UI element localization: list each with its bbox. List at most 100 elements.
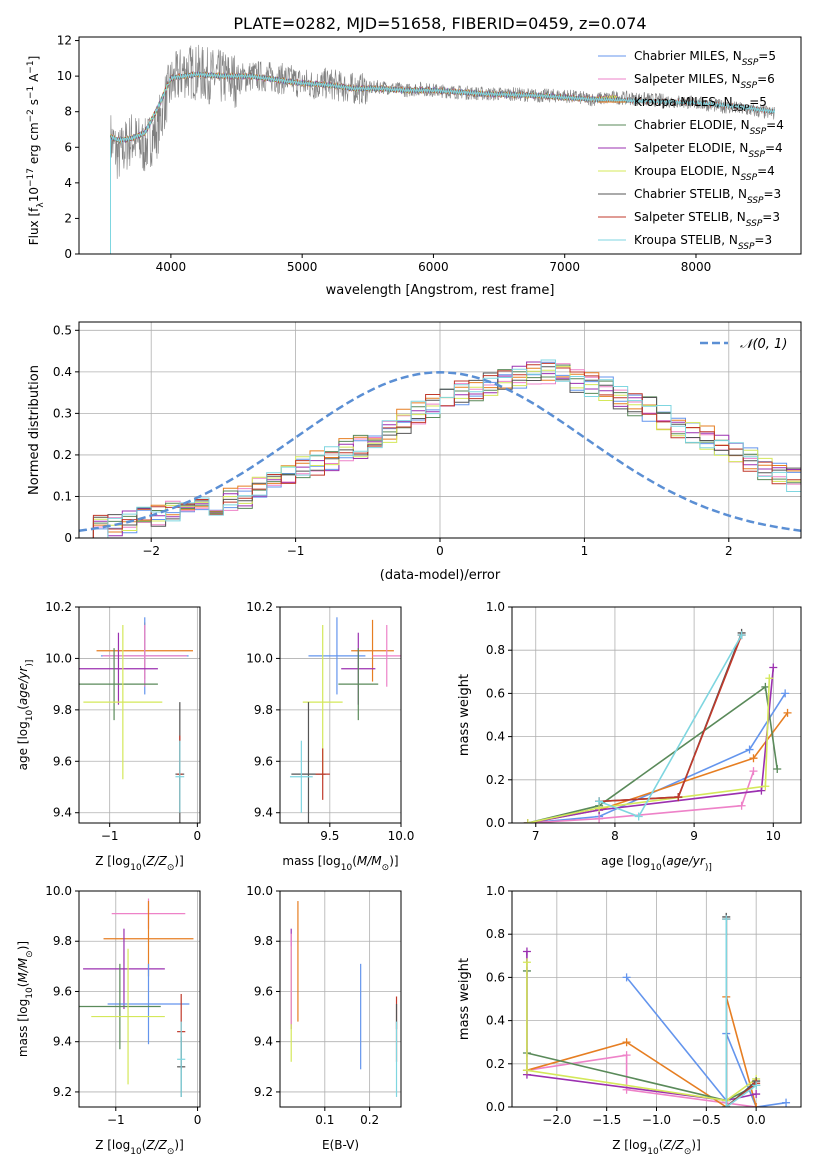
weight-marker [737,801,746,810]
model-line [110,71,618,254]
legend-label: Salpeter ELODIE, NSSP=4 [634,141,783,160]
x-axis-label-part: M/M [357,854,382,868]
y-axis-label-part: −17 [26,168,36,187]
y-tick-label: 9.4 [254,1035,273,1049]
y-axis-label-part: )] [25,660,35,667]
weight-marker [622,1051,631,1060]
y-tick-label: 0.4 [53,365,72,379]
y-tick-label: 0.4 [486,1014,505,1028]
legend-label-num: =4 [766,118,784,132]
mass-vs-Z-panel: −1 09.29.49.69.810.0Z [log10(Z/Z⊙)]mass [… [16,884,201,1157]
weight-marker [761,782,770,791]
y-tick-label: 10.0 [45,884,72,898]
figure-title: PLATE=0282, MJD=51658, FIBERID=0459, z=0… [233,14,646,33]
y-tick-label: 0.5 [53,323,72,337]
x-axis-label-part: )] [174,854,183,868]
y-tick-label: 9.6 [254,754,273,768]
legend-label-text: Chabrier STELIB, N [634,187,747,201]
weight-marker [783,708,792,717]
x-axis-label: (data-model)/error [380,568,501,583]
panel-plot-area [523,628,792,823]
legend-label: Chabrier STELIB, NSSP=3 [634,187,781,206]
y-tick-label: 2 [64,211,72,225]
x-axis-label-part: 10 [650,863,662,873]
x-axis-label-part: ( [662,854,667,868]
weight-marker [522,1066,531,1075]
x-axis-label-part: Z/Z [145,854,167,868]
y-tick-label: 4 [64,176,72,190]
model-line [110,71,618,254]
x-tick-label: 10 [766,829,781,843]
legend-label-text: Kroupa ELODIE, N [634,164,741,178]
legend-label-num: =4 [765,141,783,155]
x-axis-label-part: ⊙ [167,863,175,873]
x-axis-label-part: ⊙ [382,863,390,873]
y-axis-label: mass weight [457,958,472,1040]
x-tick-label: −1 [287,544,305,558]
y-tick-label: 6 [64,140,72,154]
y-tick-label: 10.0 [246,884,273,898]
legend-label-sub: SSP [742,58,759,68]
x-tick-label: −1.5 [592,1113,621,1127]
legend-label-text: Salpeter STELIB, N [634,210,746,224]
y-tick-label: 9.2 [254,1085,273,1099]
y-tick-label: 0.2 [486,1057,505,1071]
weight-marker [622,973,631,982]
legend-label-text: Chabrier ELODIE, N [634,118,750,132]
y-tick-label: 0.4 [486,730,505,744]
x-axis-label: Z [log10(Z/Z⊙)] [95,854,184,873]
x-tick-label: 2 [725,544,733,558]
x-tick-label: 8 [611,829,619,843]
weight-marker [765,674,774,683]
spectrum-panel: 4000 5000 6000 7000 8000 0 2 4 6 8 10 12 wavelength … [26,34,802,298]
x-axis-label-part: age [log [601,854,650,868]
x-tick-label: 7000 [549,260,580,274]
axes-frame [78,606,201,824]
y-tick-label: 0.0 [486,1100,505,1114]
legend-label-sub: SSP [750,127,767,137]
y-axis-label-part: mass [log [16,999,30,1057]
weight-marker [622,1038,631,1047]
legend-label-num: =3 [764,187,782,201]
weight-marker [634,812,643,821]
weight-marker [757,786,766,795]
x-tick-label: 6000 [418,260,449,274]
legend-label-sub: SSP [741,173,758,183]
residuals-panel: −2 −1 0 1 2 0 0.1 0.2 0.3 0.4 0.5 𝒩(0, 1) (data-mode… [27,321,802,583]
x-axis-label-part: 10 [130,1147,142,1157]
weight-marker [523,819,532,823]
weight-marker [522,947,531,956]
legend-label: Salpeter STELIB, NSSP=3 [634,210,780,229]
weight-marker [745,745,754,754]
y-tick-label: 0.1 [53,489,72,503]
x-tick-label: 0.2 [360,1113,379,1127]
y-axis-label-part: ( [16,983,30,988]
x-tick-label: −1 [101,829,119,843]
panel-plot-area [79,617,193,823]
y-tick-label: 10.0 [246,651,273,665]
legend-label: Kroupa ELODIE, NSSP=4 [634,164,775,183]
x-tick-label: 0 [194,1113,202,1127]
y-tick-label: 0 [64,531,72,545]
x-axis-label-part: )] [705,863,712,873]
y-tick-label: 9.6 [254,984,273,998]
y-axis-label: Normed distribution [27,365,42,495]
axes-frame [78,36,802,255]
y-axis-label-part: −2 [26,109,36,122]
x-axis-label-part: Z [log [612,1138,647,1152]
y-axis-label-part: ] [27,56,41,61]
x-axis-label: age [log10(age/yr)] [601,854,712,873]
y-axis-label-part: ( [16,705,30,710]
x-axis-label-part: )] [389,854,398,868]
x-axis-label-part: ⊙ [684,1147,692,1157]
legend-label-sub: SSP [733,104,750,114]
x-tick-label: −2 [142,544,160,558]
weight-marker [595,814,604,823]
histogram-step [79,359,801,538]
x-axis-label-part: 10 [130,863,142,873]
panels: 4000 5000 6000 7000 8000024681012wavelength … [16,34,802,1157]
weight-marker [752,1081,761,1090]
y-axis-label-part: λ [36,202,46,208]
weight-line [598,634,743,818]
